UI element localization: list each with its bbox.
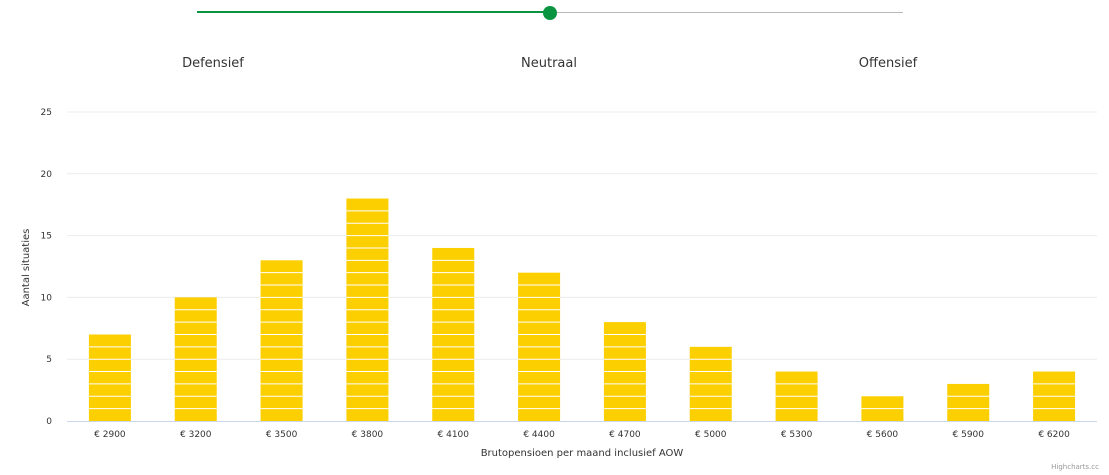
bar[interactable]: [88, 334, 131, 421]
x-tick-label: € 4400: [523, 430, 555, 440]
risk-label-offensive[interactable]: Offensief: [858, 56, 918, 71]
risk-label-neutral[interactable]: Neutraal: [521, 56, 577, 71]
bar[interactable]: [346, 198, 389, 421]
x-tick-label: € 5600: [867, 430, 899, 440]
slider-fill: [197, 11, 550, 13]
chart-bars: [88, 198, 1076, 421]
x-tick-label: € 4100: [438, 430, 470, 440]
credits-link[interactable]: Highcharts.cc: [1051, 463, 1099, 471]
x-tick-label: € 6200: [1038, 430, 1070, 440]
x-axis-labels: € 2900 € 3200 € 3500 € 3800 € 4100 € 4400 € 47…: [94, 430, 1070, 440]
bar[interactable]: [432, 247, 475, 421]
y-tick-label: 15: [41, 232, 52, 242]
x-tick-label: € 3500: [266, 430, 298, 440]
x-tick-label: € 5900: [953, 430, 985, 440]
bar[interactable]: [260, 260, 303, 421]
bar-fill[interactable]: [947, 383, 990, 421]
risk-label-defensive[interactable]: Defensief: [182, 56, 244, 71]
slider-handle[interactable]: [543, 6, 557, 20]
bar[interactable]: [947, 383, 990, 421]
x-tick-label: € 3800: [352, 430, 384, 440]
x-tick-label: € 5300: [781, 430, 813, 440]
risk-slider[interactable]: [197, 0, 903, 26]
bar[interactable]: [603, 322, 646, 421]
y-axis-title: Aantal situaties: [21, 229, 32, 307]
x-tick-label: € 2900: [94, 430, 126, 440]
y-tick-label: 0: [46, 417, 52, 427]
x-tick-label: € 4700: [609, 430, 641, 440]
bar-fill[interactable]: [88, 334, 131, 421]
bar[interactable]: [775, 371, 818, 421]
y-axis-labels: 0 5 10 15 20 25: [41, 108, 53, 427]
y-tick-label: 5: [46, 355, 52, 365]
bar[interactable]: [518, 272, 561, 421]
y-tick-label: 10: [41, 293, 53, 303]
bar[interactable]: [861, 396, 904, 421]
chart-gridlines: [67, 111, 1097, 360]
bar-fill[interactable]: [260, 260, 303, 421]
y-tick-label: 25: [41, 108, 52, 118]
bar[interactable]: [1033, 371, 1076, 421]
x-axis-title: Brutopensioen per maand inclusief AOW: [481, 448, 684, 459]
bar[interactable]: [174, 297, 217, 421]
x-tick-label: € 5000: [695, 430, 727, 440]
x-tick-label: € 3200: [180, 430, 212, 440]
bar[interactable]: [689, 346, 732, 421]
y-tick-label: 20: [41, 170, 53, 180]
